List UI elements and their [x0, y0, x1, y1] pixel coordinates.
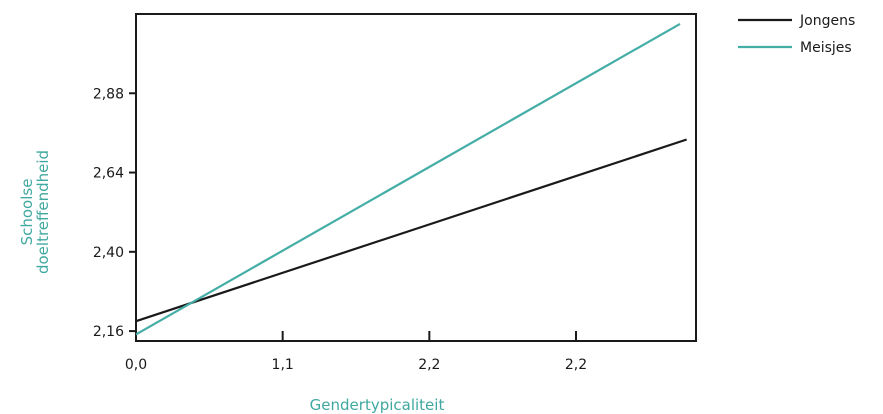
legend-label-meisjes: Meisjes [800, 40, 852, 56]
y-axis-title-line-2: doeltreffendheid [34, 150, 52, 274]
y-axis-title-line-1: Schoolse [18, 179, 36, 246]
y-tick-label-0: 2,16 [93, 324, 124, 340]
legend-item-jongens: Jongens [738, 13, 855, 29]
x-tick-label-2: 2,2 [418, 357, 440, 373]
x-tick-label-0: 0,0 [125, 357, 147, 373]
x-tick-label-1: 1,1 [272, 357, 294, 373]
y-tick-label-3: 2,88 [93, 86, 124, 102]
x-axis-ticks: 0,0 1,1 2,2 2,2 [125, 331, 587, 373]
plot-frame [135, 13, 697, 342]
y-axis-title: Schoolse doeltreffendheid [18, 150, 52, 274]
y-tick-label-2: 2,64 [93, 166, 124, 182]
legend-label-jongens: Jongens [799, 13, 855, 29]
legend-item-meisjes: Meisjes [738, 40, 852, 56]
legend: Jongens Meisjes [738, 13, 855, 56]
series-line-jongens [135, 138, 688, 323]
x-axis-title: Gendertypicaliteit [310, 396, 445, 414]
series-lines [135, 22, 688, 336]
x-tick-label-3: 2,2 [565, 357, 587, 373]
y-tick-label-1: 2,40 [93, 245, 124, 261]
series-line-meisjes [135, 22, 681, 336]
y-axis-ticks: 2,16 2,40 2,64 2,88 [93, 86, 136, 340]
